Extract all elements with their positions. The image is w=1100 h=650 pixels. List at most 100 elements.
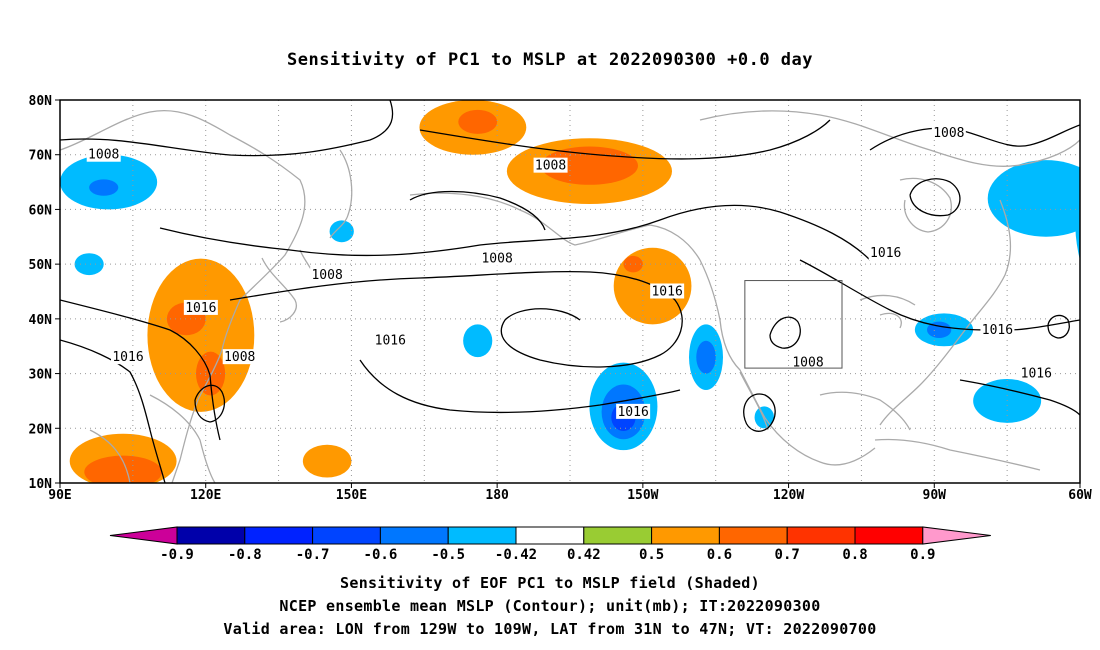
lat-label: 60N bbox=[29, 203, 53, 218]
colorbar-tick-label: 0.6 bbox=[707, 547, 732, 563]
colorbar-segment-9 bbox=[718, 526, 788, 545]
colorbar-tick-label: 0.42 bbox=[567, 547, 601, 563]
lon-label: 150E bbox=[336, 488, 367, 503]
shading-blob-3 bbox=[74, 253, 104, 276]
contour-label: 1008 bbox=[933, 126, 964, 141]
contour-label-bg bbox=[1019, 365, 1054, 381]
shading-blob-9 bbox=[623, 255, 643, 273]
coastline-alaska bbox=[409, 192, 701, 261]
contour-label: 1016 bbox=[617, 405, 648, 420]
contour-label: 1008 bbox=[792, 356, 823, 371]
contour-label: 1016 bbox=[375, 334, 406, 349]
lat-label: 40N bbox=[29, 313, 53, 328]
lon-label: 90W bbox=[923, 488, 947, 503]
contour-low-atlantic bbox=[1047, 314, 1070, 339]
sensitivity-shading bbox=[60, 100, 1100, 483]
colorbar-segment-1 bbox=[176, 526, 246, 545]
colorbar-tick-label: 0.8 bbox=[842, 547, 867, 563]
contour-label: 1016 bbox=[982, 323, 1013, 338]
lat-label: 10N bbox=[29, 477, 53, 492]
contour-label-bg bbox=[222, 349, 257, 365]
colorbar-tick-label: 0.7 bbox=[775, 547, 800, 563]
contour-1008-aleutian bbox=[409, 190, 546, 231]
coastline-asia-north bbox=[60, 109, 306, 483]
contour-label: 1008 bbox=[535, 159, 566, 174]
contour-label: 1008 bbox=[311, 268, 342, 283]
shading-blob-2 bbox=[329, 220, 354, 243]
colorbar-tick-label: -0.9 bbox=[160, 547, 194, 563]
coastline-north-america-north bbox=[699, 110, 1080, 167]
coastline-southeast-asia bbox=[89, 394, 216, 483]
shading-blob-27 bbox=[1075, 180, 1080, 261]
lon-label: 180 bbox=[485, 488, 509, 503]
colorbar-segment-10 bbox=[786, 526, 856, 545]
mslp-contours bbox=[60, 100, 1080, 483]
colorbar-segment-3 bbox=[312, 526, 381, 545]
lon-label: 120E bbox=[190, 488, 221, 503]
contour-1016-west bbox=[60, 299, 221, 441]
contour-label-bg bbox=[650, 283, 685, 299]
contour-label-bg bbox=[616, 403, 651, 419]
contour-1008-north-pacific bbox=[419, 119, 831, 160]
contour-1008-pacific bbox=[159, 204, 871, 261]
colorbar-tick-label: 0.5 bbox=[639, 547, 664, 563]
contour-1016-atlantic bbox=[959, 379, 1080, 416]
lat-label: 50N bbox=[29, 258, 53, 273]
colorbar-high-arrow bbox=[922, 526, 991, 545]
lat-label: 70N bbox=[29, 149, 53, 164]
contour-label-bg bbox=[183, 299, 218, 315]
contour-labels: 1008 1008 1008 1008 1008 1008 1008 1016 1016 1016… bbox=[86, 124, 1054, 420]
contour-label-bg bbox=[980, 321, 1015, 337]
coastline-na-east bbox=[879, 199, 1012, 426]
lon-label: 150W bbox=[627, 488, 658, 503]
contour-label-bg bbox=[791, 354, 825, 370]
caption-valid-area: Valid area: LON from 129W to 109W, LAT f… bbox=[223, 620, 877, 638]
coastline-caribbean bbox=[874, 438, 1041, 471]
contour-label-bg bbox=[480, 250, 515, 266]
shading-blob-5 bbox=[458, 109, 498, 134]
colorbar-tick-label: -0.42 bbox=[495, 547, 537, 563]
contour-low-mid bbox=[769, 316, 801, 349]
contour-label-bg bbox=[373, 332, 408, 348]
valid-area-box bbox=[744, 280, 843, 369]
shading-blob-28 bbox=[1090, 166, 1100, 286]
contour-1016-na-east bbox=[799, 259, 1080, 331]
colorbar-segment-7 bbox=[583, 526, 653, 545]
colorbar-tick-label: -0.6 bbox=[364, 547, 398, 563]
contour-1008-hudson-low bbox=[909, 178, 961, 217]
contour-1016-pacific-high bbox=[229, 270, 683, 368]
contour-low-baja bbox=[743, 393, 776, 432]
colorbar-segment-2 bbox=[244, 526, 314, 545]
contour-low-asia bbox=[194, 384, 225, 423]
caption-shading: Sensitivity of EOF PC1 to MSLP field (Sh… bbox=[340, 574, 760, 592]
latitude-labels: 80N 70N 60N 50N 40N 30N 20N 10N bbox=[29, 94, 60, 492]
contour-label-bg bbox=[111, 349, 145, 365]
colorbar-tick-label: -0.5 bbox=[431, 547, 465, 563]
colorbar-segment-6 bbox=[515, 526, 585, 545]
contour-label-bg bbox=[86, 146, 121, 162]
shading-blob-10 bbox=[147, 258, 255, 412]
contour-label-bg bbox=[931, 124, 966, 140]
contour-label: 1008 bbox=[224, 350, 255, 365]
coastline-great-lakes bbox=[859, 294, 916, 329]
contour-label: 1016 bbox=[870, 246, 901, 261]
lat-label: 30N bbox=[29, 368, 53, 383]
coastline-baja bbox=[739, 371, 769, 431]
colorbar-low-arrow bbox=[109, 526, 178, 545]
shading-blob-16 bbox=[463, 324, 493, 358]
colorbar-tick-label: 0.9 bbox=[910, 547, 935, 563]
coastline-hudson bbox=[899, 177, 952, 233]
contour-1016-south-asia bbox=[60, 339, 166, 483]
longitude-labels: 90E 120E 150E 180 150W 120W 90W 60W bbox=[48, 483, 1092, 503]
shading-blob-26 bbox=[987, 160, 1080, 237]
lat-label: 80N bbox=[29, 94, 53, 109]
contour-1016-subtropical bbox=[359, 359, 681, 414]
shading-blob-14 bbox=[84, 455, 162, 483]
map-frame bbox=[59, 99, 1081, 484]
contour-label: 1016 bbox=[112, 350, 143, 365]
contour-label: 1016 bbox=[1021, 367, 1052, 382]
colorbar-segment-5 bbox=[447, 526, 517, 545]
contour-label-bg bbox=[310, 267, 345, 283]
colorbar: -0.9 -0.8 -0.7 -0.6 -0.5 -0.42 0.42 0.5 0.6 0.7 0.… bbox=[109, 526, 991, 563]
